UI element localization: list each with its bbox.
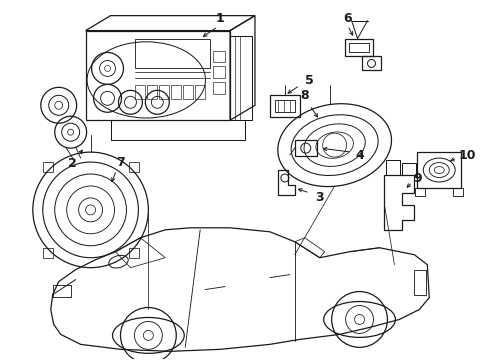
Bar <box>416 188 425 196</box>
Bar <box>128 162 139 172</box>
Bar <box>43 162 52 172</box>
Text: 1: 1 <box>216 12 224 25</box>
Bar <box>213 67 225 78</box>
Bar <box>183 85 193 99</box>
Bar <box>135 39 210 68</box>
Text: 4: 4 <box>355 149 364 162</box>
Bar <box>453 188 463 196</box>
Bar <box>417 152 461 188</box>
Bar <box>295 140 317 156</box>
Text: 8: 8 <box>300 89 309 102</box>
Bar <box>135 85 146 99</box>
Bar <box>402 163 416 175</box>
Bar <box>275 100 295 112</box>
Bar <box>159 85 169 99</box>
Bar <box>128 248 139 258</box>
Text: 3: 3 <box>316 192 324 204</box>
Text: 5: 5 <box>305 74 314 87</box>
Bar <box>270 95 300 117</box>
Bar <box>415 270 426 294</box>
Text: 9: 9 <box>413 171 422 185</box>
Bar <box>362 57 382 71</box>
Bar <box>111 120 245 140</box>
Bar <box>230 36 252 120</box>
Bar <box>86 31 230 120</box>
Text: 10: 10 <box>458 149 476 162</box>
Bar <box>213 50 225 62</box>
Bar <box>387 160 400 175</box>
Bar <box>43 248 52 258</box>
Bar <box>344 39 372 57</box>
Text: 7: 7 <box>116 156 125 168</box>
Text: 6: 6 <box>343 12 352 25</box>
Bar <box>147 85 157 99</box>
Bar <box>195 85 205 99</box>
Bar <box>53 285 71 297</box>
Bar <box>172 85 181 99</box>
Text: 2: 2 <box>68 157 77 170</box>
Bar <box>213 82 225 94</box>
Bar <box>348 42 368 53</box>
